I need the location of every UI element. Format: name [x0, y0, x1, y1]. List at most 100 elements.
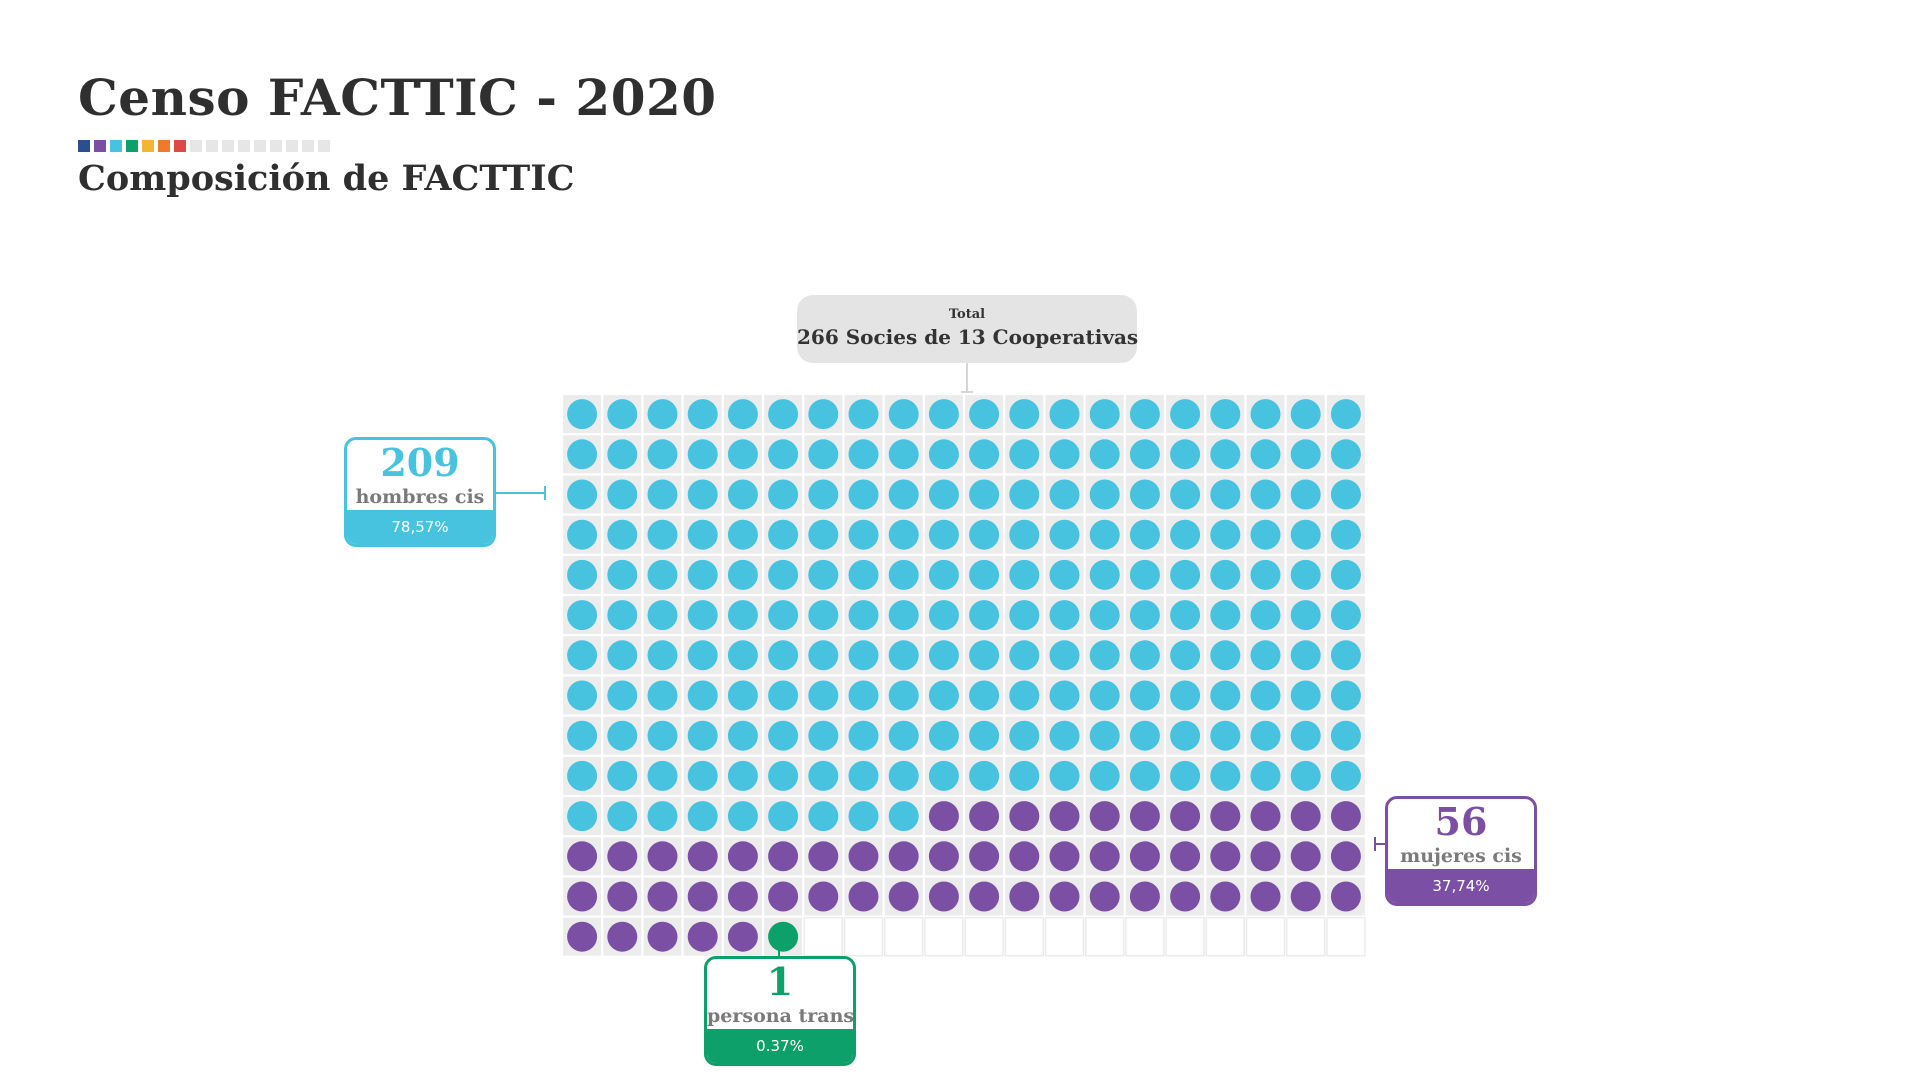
waffle-dot-hombres-cis	[1089, 559, 1120, 590]
waffle-dot-hombres-cis	[768, 559, 799, 590]
waffle-dot-hombres-cis	[969, 399, 1000, 430]
waffle-dot-hombres-cis	[1049, 600, 1080, 631]
waffle-dot-mujeres-cis	[1250, 801, 1281, 832]
waffle-dot-mujeres-cis	[607, 881, 638, 912]
waffle-dot-hombres-cis	[1290, 720, 1321, 751]
waffle-dot-hombres-cis	[727, 720, 758, 751]
waffle-dot-hombres-cis	[1250, 600, 1281, 631]
waffle-dot-mujeres-cis	[727, 841, 758, 872]
waffle-dot-mujeres-cis	[567, 841, 598, 872]
waffle-dot-mujeres-cis	[928, 881, 959, 912]
waffle-dot-hombres-cis	[687, 640, 718, 671]
waffle-dot-hombres-cis	[808, 801, 839, 832]
waffle-dot-mujeres-cis	[768, 881, 799, 912]
waffle-dot-hombres-cis	[1290, 479, 1321, 510]
waffle-dot-mujeres-cis	[848, 881, 879, 912]
women-connector	[1374, 837, 1386, 851]
waffle-dot-hombres-cis	[567, 720, 598, 751]
waffle-dot-mujeres-cis	[1250, 881, 1281, 912]
waffle-dot-hombres-cis	[647, 399, 678, 430]
waffle-dot-hombres-cis	[1129, 760, 1160, 791]
waffle-dot-mujeres-cis	[607, 841, 638, 872]
waffle-dot-hombres-cis	[969, 479, 1000, 510]
waffle-dot-mujeres-cis	[687, 921, 718, 952]
waffle-dot-mujeres-cis	[1290, 841, 1321, 872]
waffle-dot-hombres-cis	[969, 720, 1000, 751]
waffle-dot-hombres-cis	[727, 640, 758, 671]
women-label: mujeres cis	[1400, 845, 1522, 867]
waffle-dot-mujeres-cis	[768, 841, 799, 872]
waffle-cell-bg	[1004, 916, 1045, 957]
palette-swatch	[190, 140, 202, 152]
waffle-dot-hombres-cis	[768, 680, 799, 711]
waffle-dot-mujeres-cis	[1330, 801, 1361, 832]
page-subtitle: Composición de FACTTIC	[78, 158, 575, 199]
waffle-cell-bg	[924, 916, 964, 957]
waffle-dot-hombres-cis	[928, 439, 959, 470]
waffle-dot-hombres-cis	[1129, 559, 1160, 590]
waffle-dot-hombres-cis	[848, 399, 879, 430]
waffle-dot-hombres-cis	[808, 559, 839, 590]
waffle-dot-hombres-cis	[1129, 720, 1160, 751]
waffle-dot-mujeres-cis	[1089, 881, 1120, 912]
waffle-dot-persona-trans	[768, 921, 799, 952]
palette-swatch	[270, 140, 282, 152]
waffle-dot-hombres-cis	[808, 439, 839, 470]
waffle-dot-hombres-cis	[1170, 519, 1201, 550]
waffle-dot-hombres-cis	[928, 760, 959, 791]
waffle-dot-hombres-cis	[1330, 600, 1361, 631]
waffle-dot-hombres-cis	[567, 801, 598, 832]
waffle-dot-hombres-cis	[888, 519, 919, 550]
waffle-dot-hombres-cis	[607, 720, 638, 751]
waffle-dot-hombres-cis	[1129, 600, 1160, 631]
waffle-dot-hombres-cis	[567, 680, 598, 711]
palette-swatch	[142, 140, 154, 152]
waffle-dot-hombres-cis	[727, 600, 758, 631]
waffle-dot-hombres-cis	[1089, 760, 1120, 791]
waffle-dot-hombres-cis	[1290, 760, 1321, 791]
waffle-dot-hombres-cis	[1250, 439, 1281, 470]
women-percent: 37,74%	[1388, 869, 1534, 903]
waffle-dot-hombres-cis	[1009, 720, 1040, 751]
waffle-dot-hombres-cis	[687, 399, 718, 430]
waffle-dot-hombres-cis	[848, 720, 879, 751]
waffle-dot-hombres-cis	[808, 640, 839, 671]
waffle-dot-mujeres-cis	[567, 881, 598, 912]
waffle-dot-hombres-cis	[1089, 519, 1120, 550]
men-callout: 209 hombres cis 78,57%	[344, 437, 496, 547]
waffle-dot-hombres-cis	[687, 479, 718, 510]
waffle-dot-hombres-cis	[888, 439, 919, 470]
waffle-dot-hombres-cis	[687, 519, 718, 550]
trans-label: persona trans	[707, 1005, 855, 1027]
waffle-dot-mujeres-cis	[1089, 801, 1120, 832]
waffle-dot-hombres-cis	[768, 439, 799, 470]
waffle-dot-hombres-cis	[888, 801, 919, 832]
waffle-dot-hombres-cis	[1170, 439, 1201, 470]
waffle-dot-hombres-cis	[1170, 760, 1201, 791]
waffle-dot-mujeres-cis	[808, 841, 839, 872]
waffle-dot-hombres-cis	[1290, 439, 1321, 470]
waffle-dot-hombres-cis	[727, 680, 758, 711]
palette-swatch	[158, 140, 170, 152]
waffle-dot-hombres-cis	[888, 720, 919, 751]
waffle-dot-hombres-cis	[1330, 760, 1361, 791]
waffle-dot-hombres-cis	[888, 399, 919, 430]
waffle-dot-hombres-cis	[1009, 439, 1040, 470]
waffle-dot-mujeres-cis	[1129, 841, 1160, 872]
waffle-dot-hombres-cis	[727, 439, 758, 470]
waffle-dot-hombres-cis	[1250, 519, 1281, 550]
waffle-dot-hombres-cis	[1330, 479, 1361, 510]
men-label: hombres cis	[355, 486, 485, 508]
waffle-dot-hombres-cis	[567, 600, 598, 631]
waffle-dot-hombres-cis	[1210, 640, 1241, 671]
waffle-dot-hombres-cis	[888, 600, 919, 631]
waffle-cell-bg	[1084, 916, 1125, 957]
waffle-dot-hombres-cis	[647, 559, 678, 590]
waffle-dot-hombres-cis	[1210, 399, 1241, 430]
waffle-dot-hombres-cis	[1170, 479, 1201, 510]
waffle-dot-hombres-cis	[1170, 559, 1201, 590]
waffle-dot-hombres-cis	[888, 479, 919, 510]
waffle-dot-hombres-cis	[727, 760, 758, 791]
palette-swatch	[222, 140, 234, 152]
